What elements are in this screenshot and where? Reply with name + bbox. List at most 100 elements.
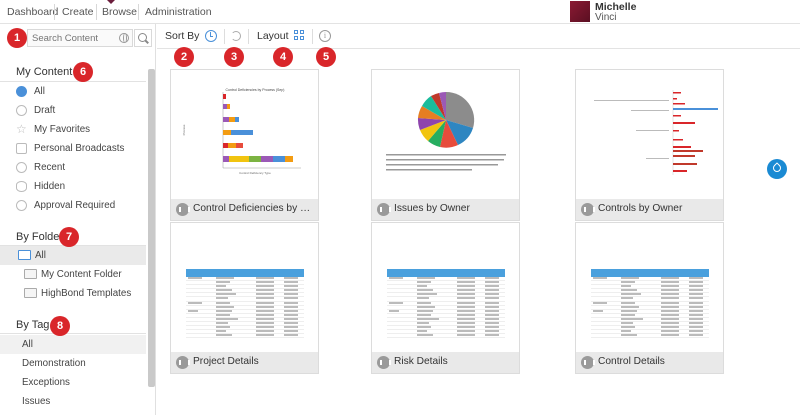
my-content-draft[interactable]: Draft: [0, 101, 146, 120]
content-card[interactable]: Control Deficiencies by Process (Sep): [170, 69, 319, 221]
card-footer[interactable]: Control Deficiencies by Proc...: [171, 199, 318, 220]
content-card[interactable]: Risk Details: [371, 222, 520, 374]
bar: [673, 98, 677, 100]
cell: [661, 309, 679, 312]
card-footer[interactable]: Project Details: [171, 352, 318, 373]
item-label: Personal Broadcasts: [34, 143, 125, 154]
my-content-heading[interactable]: My Content: [16, 66, 73, 78]
sort-clock-icon[interactable]: [205, 30, 217, 42]
card-thumbnail[interactable]: Control Deficiencies by Process (Sep): [171, 70, 318, 199]
my-content-favorites[interactable]: ☆ My Favorites: [0, 120, 146, 139]
folder-all[interactable]: All: [0, 246, 146, 265]
cell: [188, 277, 202, 279]
by-tag-heading[interactable]: By Tag: [16, 319, 50, 331]
draft-icon: [16, 105, 27, 116]
card-footer[interactable]: Issues by Owner: [372, 199, 519, 220]
my-content-broadcasts[interactable]: Personal Broadcasts: [0, 139, 146, 158]
droplet-icon[interactable]: [767, 159, 787, 179]
nav-administration[interactable]: Administration: [145, 6, 212, 18]
reset-sort-icon[interactable]: [231, 31, 241, 41]
callout-badge-4: 4: [273, 47, 293, 67]
cell: [284, 289, 298, 292]
card-thumbnail[interactable]: [576, 223, 723, 352]
table-row: [387, 334, 505, 339]
item-label: All: [35, 250, 46, 261]
bar-row: [223, 104, 230, 109]
pie-slice: [417, 118, 446, 130]
bar-row: [223, 94, 226, 99]
search-input[interactable]: [27, 29, 133, 47]
user-first-name[interactable]: Michelle: [595, 1, 637, 13]
card-title[interactable]: Risk Details: [394, 356, 448, 367]
folder-highbond-templates[interactable]: HighBond Templates: [0, 284, 146, 303]
content-card[interactable]: Control Details: [575, 222, 724, 374]
card-thumbnail[interactable]: [576, 70, 723, 199]
card-thumbnail[interactable]: [171, 223, 318, 352]
content-card[interactable]: Project Details: [170, 222, 319, 374]
globe-icon[interactable]: [119, 33, 129, 43]
cell: [689, 297, 703, 300]
card-thumbnail[interactable]: [372, 223, 519, 352]
card-footer[interactable]: Controls by Owner: [576, 199, 723, 220]
tag-demonstration[interactable]: Demonstration: [22, 358, 86, 369]
layout-label[interactable]: Layout: [257, 30, 289, 42]
table-row: [186, 317, 304, 323]
my-content-recent[interactable]: Recent: [0, 158, 146, 177]
table-row: [591, 330, 709, 335]
sidebar: My Content All Draft ☆ My Favorites Pers…: [0, 24, 156, 415]
chart-icon: [581, 203, 595, 216]
sidebar-scrollbar[interactable]: [148, 69, 155, 387]
card-title[interactable]: Issues by Owner: [394, 203, 470, 214]
cell: [389, 277, 403, 279]
card-footer[interactable]: Risk Details: [372, 352, 519, 373]
cell: [256, 289, 274, 292]
avatar[interactable]: [570, 1, 590, 22]
item-label: Hidden: [34, 181, 66, 192]
cell: [417, 313, 431, 316]
thumb-x-label: Control Deficiency Type: [239, 171, 271, 175]
card-footer[interactable]: Control Details: [576, 352, 723, 373]
cell: [417, 289, 433, 292]
chart-icon: [377, 203, 391, 216]
by-folder-heading[interactable]: By Folder: [16, 231, 64, 243]
table-row: [387, 326, 505, 331]
pie-chart-thumbnail: [386, 91, 506, 171]
horizontal-bar-thumbnail: [594, 90, 718, 175]
card-thumbnail[interactable]: [372, 70, 519, 199]
nav-browse[interactable]: Browse: [102, 6, 138, 18]
table-row: [186, 281, 304, 286]
search-bar: [0, 27, 152, 49]
cell: [256, 305, 274, 308]
cell: [661, 289, 679, 292]
cell: [689, 281, 703, 284]
tag-issues[interactable]: Issues: [22, 396, 51, 407]
cell: [188, 309, 198, 312]
content-card[interactable]: Controls by Owner: [575, 69, 724, 221]
tag-exceptions[interactable]: Exceptions: [22, 377, 70, 388]
my-content-approval[interactable]: Approval Required: [0, 196, 146, 215]
search-button[interactable]: [134, 29, 152, 47]
bar: [673, 150, 703, 152]
cell: [457, 277, 475, 279]
bar-row: [223, 117, 239, 122]
nav-create[interactable]: Create: [62, 6, 94, 18]
my-content-hidden[interactable]: Hidden: [0, 177, 146, 196]
bar: [235, 117, 239, 122]
user-last-name[interactable]: Vinci: [595, 12, 617, 23]
folder-my-content[interactable]: My Content Folder: [0, 265, 146, 284]
info-icon[interactable]: i: [319, 30, 331, 42]
content-card[interactable]: Issues by Owner: [371, 69, 520, 221]
bar: [223, 94, 226, 99]
card-title[interactable]: Control Deficiencies by Proc...: [193, 203, 315, 214]
card-title[interactable]: Project Details: [193, 356, 259, 367]
table-row: [387, 322, 505, 327]
nav-dashboard[interactable]: Dashboard: [7, 6, 59, 18]
my-content-all[interactable]: All: [0, 82, 146, 101]
card-title[interactable]: Control Details: [598, 356, 665, 367]
tag-all[interactable]: All: [0, 335, 146, 354]
label-line: [646, 158, 669, 159]
table-row: [591, 297, 709, 302]
card-title[interactable]: Controls by Owner: [598, 203, 683, 214]
grid-layout-icon[interactable]: [294, 30, 305, 41]
sort-by-label[interactable]: Sort By: [165, 30, 200, 42]
